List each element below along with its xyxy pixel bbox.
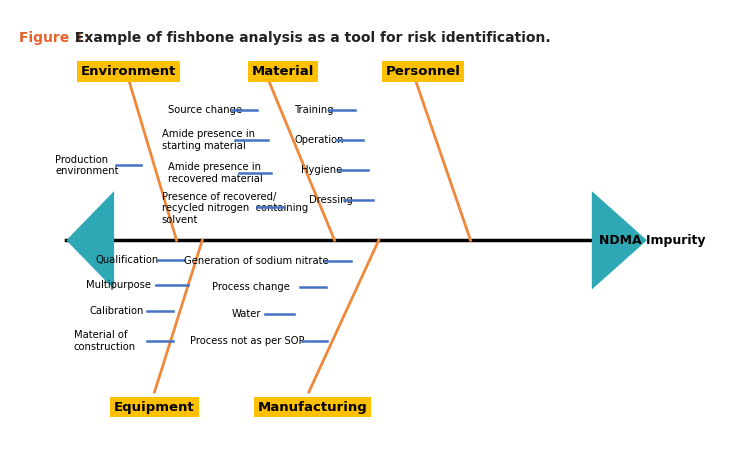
Text: Manufacturing: Manufacturing bbox=[258, 400, 368, 414]
Text: Water: Water bbox=[232, 309, 261, 319]
Text: Material of
construction: Material of construction bbox=[74, 330, 136, 351]
Text: Calibration: Calibration bbox=[90, 306, 144, 316]
Text: Generation of sodium nitrate: Generation of sodium nitrate bbox=[184, 256, 328, 266]
Text: Presence of recovered/
recycled nitrogen  containing
solvent: Presence of recovered/ recycled nitrogen… bbox=[162, 192, 308, 225]
Text: Personnel: Personnel bbox=[386, 65, 460, 78]
Text: Material: Material bbox=[252, 65, 314, 78]
Text: Dressing: Dressing bbox=[309, 195, 352, 205]
Text: NDMA Impurity: NDMA Impurity bbox=[599, 234, 706, 247]
Text: Training: Training bbox=[294, 105, 334, 115]
Text: Equipment: Equipment bbox=[114, 400, 195, 414]
Text: Operation: Operation bbox=[294, 135, 344, 145]
Text: Multipurpose: Multipurpose bbox=[86, 280, 152, 290]
Text: Production
environment: Production environment bbox=[56, 155, 118, 176]
Polygon shape bbox=[66, 191, 114, 289]
Text: Amide presence in
recovered material: Amide presence in recovered material bbox=[168, 162, 262, 184]
Text: Example of fishbone analysis as a tool for risk identification.: Example of fishbone analysis as a tool f… bbox=[70, 31, 550, 45]
Text: Qualification: Qualification bbox=[96, 255, 159, 265]
Text: Process change: Process change bbox=[211, 282, 290, 292]
Polygon shape bbox=[592, 191, 647, 289]
Text: Process not as per SOP: Process not as per SOP bbox=[190, 336, 304, 346]
Text: Amide presence in
starting material: Amide presence in starting material bbox=[162, 129, 255, 151]
Text: Figure 1:: Figure 1: bbox=[19, 31, 89, 45]
Text: Hygiene: Hygiene bbox=[302, 165, 343, 175]
Text: Source change: Source change bbox=[168, 105, 242, 115]
Text: Environment: Environment bbox=[81, 65, 176, 78]
